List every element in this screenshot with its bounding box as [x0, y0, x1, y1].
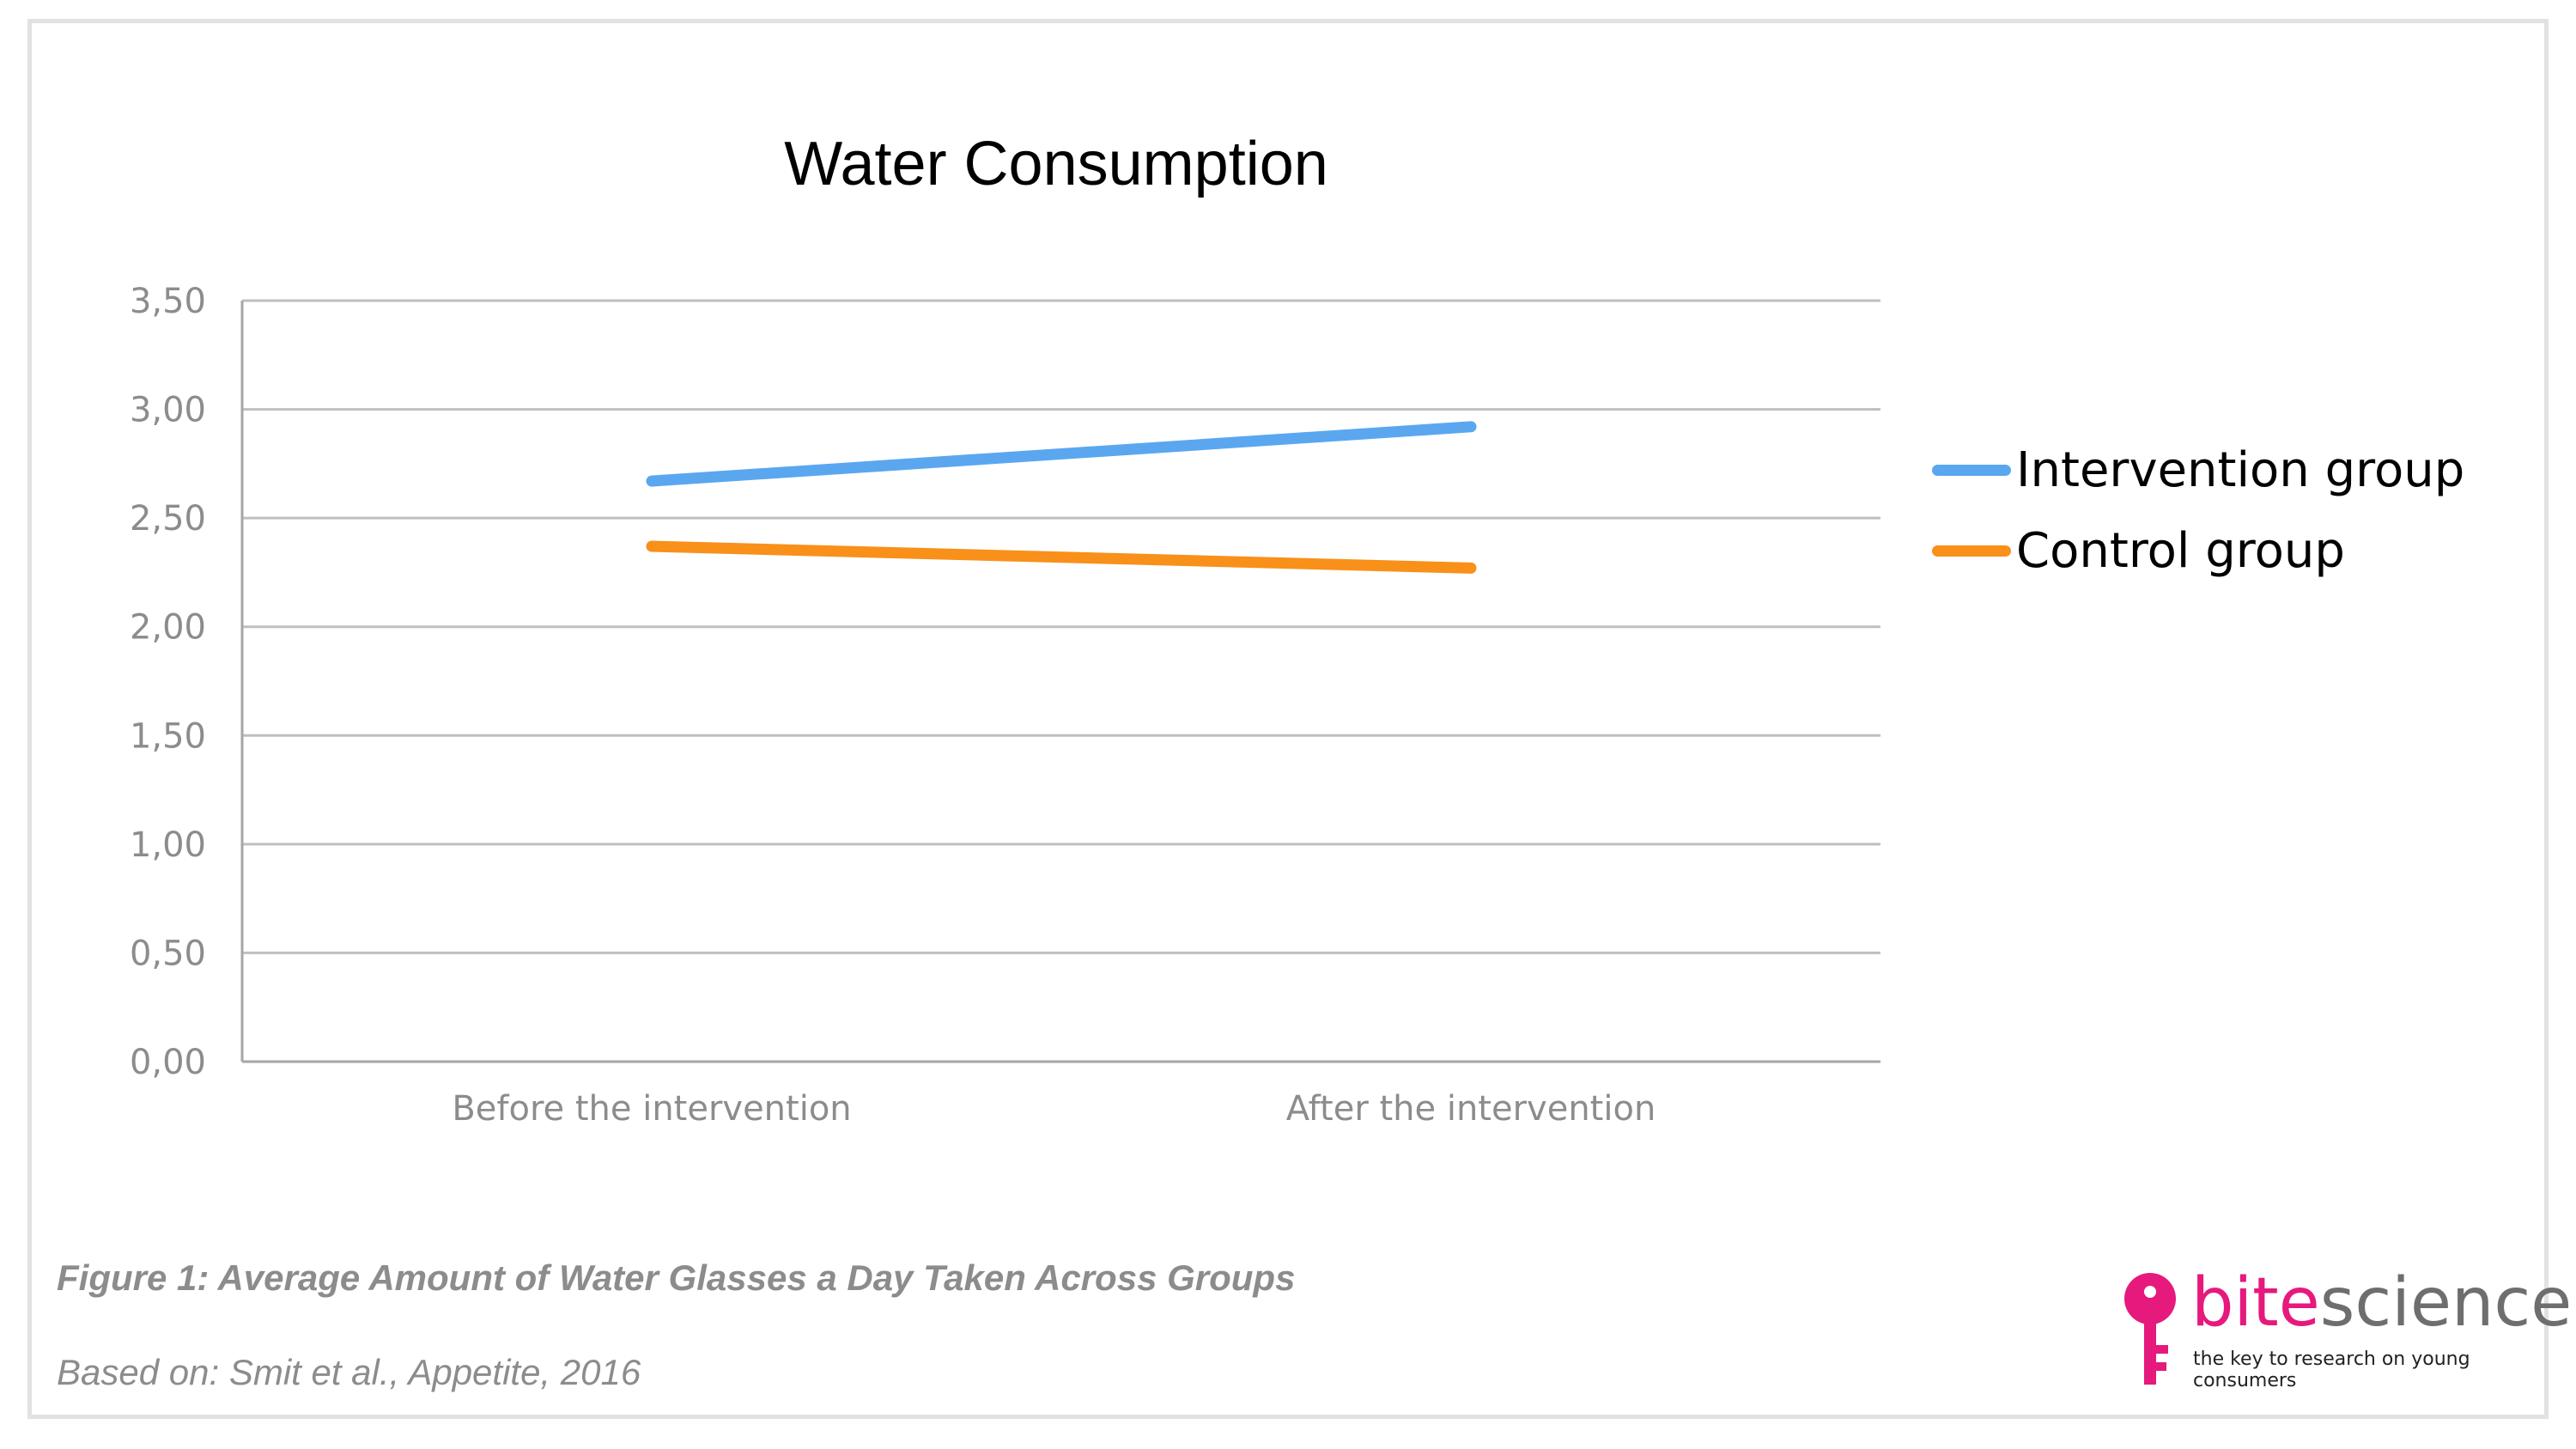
y-tick-label: 3,00 — [130, 391, 206, 430]
line-chart: 0,00 0,50 1,00 1,50 2,00 2,50 3,00 3,50 Before … — [130, 282, 1880, 1129]
legend-label-intervention: Intervention group — [2016, 441, 2465, 498]
y-tick-label: 1,50 — [130, 716, 206, 756]
legend-item-control: Control group — [1932, 510, 2464, 591]
gridlines — [240, 299, 1880, 1063]
legend-swatch-control — [1932, 545, 2011, 557]
logo-tagline: the key to research on young consumers — [2193, 1349, 2470, 1391]
x-axis-ticks: Before the intervention After the interve… — [452, 1089, 1656, 1129]
y-axis-ticks: 0,00 0,50 1,00 1,50 2,00 2,50 3,00 3,50 — [130, 282, 206, 1082]
figure-frame — [27, 19, 2549, 1419]
y-tick-label: 0,00 — [130, 1043, 206, 1082]
y-tick-label: 2,00 — [130, 608, 206, 648]
y-tick-label: 2,50 — [130, 499, 206, 539]
legend: Intervention group Control group — [1932, 429, 2464, 591]
chart-title: Water Consumption — [784, 130, 1328, 198]
x-tick-label: Before the intervention — [452, 1089, 851, 1129]
legend-label-control: Control group — [2016, 522, 2345, 579]
logo-wordmark: bitescience — [2191, 1264, 2573, 1342]
series-line-control — [646, 540, 1477, 574]
key-icon — [2124, 1273, 2176, 1385]
figure-caption: Figure 1: Average Amount of Water Glasse… — [57, 1257, 1296, 1298]
bitescience-logo: bitescience the key to research on young… — [2121, 1269, 2572, 1391]
series-line-intervention — [646, 421, 1477, 487]
series-lines — [646, 421, 1477, 574]
y-tick-label: 1,00 — [130, 825, 206, 865]
legend-swatch-intervention — [1932, 464, 2011, 476]
legend-item-intervention: Intervention group — [1932, 429, 2464, 510]
y-tick-label: 0,50 — [130, 934, 206, 973]
x-tick-label: After the intervention — [1286, 1089, 1656, 1129]
figure-source: Based on: Smit et al., Appetite, 2016 — [57, 1352, 641, 1392]
y-tick-label: 3,50 — [130, 282, 206, 321]
